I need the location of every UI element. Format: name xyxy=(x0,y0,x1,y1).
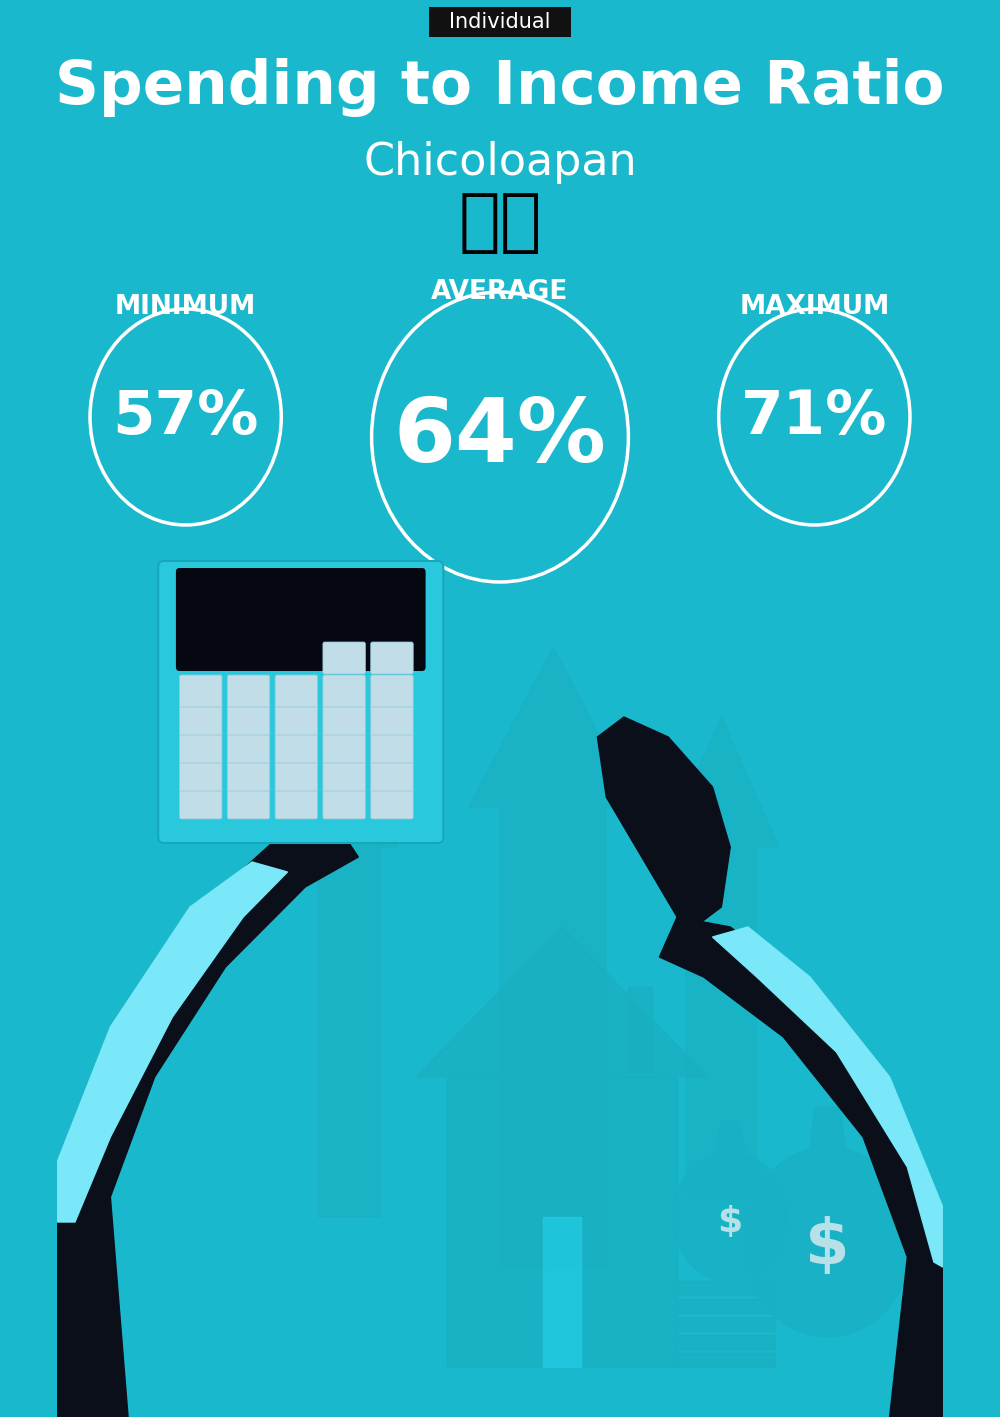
FancyBboxPatch shape xyxy=(371,642,413,674)
Polygon shape xyxy=(543,1217,581,1367)
FancyBboxPatch shape xyxy=(176,568,426,672)
FancyBboxPatch shape xyxy=(179,674,222,707)
Polygon shape xyxy=(659,917,943,1417)
FancyBboxPatch shape xyxy=(227,760,270,791)
Polygon shape xyxy=(301,717,398,1217)
Bar xyxy=(677,1299,775,1314)
Polygon shape xyxy=(713,927,943,1267)
FancyBboxPatch shape xyxy=(323,703,365,735)
FancyBboxPatch shape xyxy=(371,760,413,791)
FancyBboxPatch shape xyxy=(179,760,222,791)
Circle shape xyxy=(673,1152,788,1282)
Polygon shape xyxy=(208,638,394,837)
Polygon shape xyxy=(810,1107,845,1146)
Text: Individual: Individual xyxy=(449,11,551,33)
FancyBboxPatch shape xyxy=(371,731,413,762)
Bar xyxy=(677,1353,775,1367)
Polygon shape xyxy=(57,862,287,1221)
FancyBboxPatch shape xyxy=(227,674,270,707)
FancyBboxPatch shape xyxy=(371,703,413,735)
Text: Chicoloapan: Chicoloapan xyxy=(363,140,637,183)
FancyBboxPatch shape xyxy=(371,674,413,707)
Text: 64%: 64% xyxy=(394,394,606,480)
Text: MINIMUM: MINIMUM xyxy=(115,293,256,320)
FancyBboxPatch shape xyxy=(275,760,318,791)
Polygon shape xyxy=(469,648,637,1267)
Text: $: $ xyxy=(718,1204,743,1238)
FancyBboxPatch shape xyxy=(429,7,571,37)
Text: AVERAGE: AVERAGE xyxy=(431,279,569,305)
FancyBboxPatch shape xyxy=(275,703,318,735)
FancyBboxPatch shape xyxy=(227,786,270,819)
Polygon shape xyxy=(715,1122,745,1152)
FancyBboxPatch shape xyxy=(323,760,365,791)
FancyBboxPatch shape xyxy=(275,786,318,819)
FancyBboxPatch shape xyxy=(323,731,365,762)
Polygon shape xyxy=(597,717,730,927)
FancyBboxPatch shape xyxy=(158,561,443,843)
Text: 🇲🇽: 🇲🇽 xyxy=(458,188,542,255)
Polygon shape xyxy=(447,1077,677,1367)
Polygon shape xyxy=(57,818,358,1417)
Text: $: $ xyxy=(805,1216,850,1278)
Bar xyxy=(677,1281,775,1295)
Text: MAXIMUM: MAXIMUM xyxy=(739,293,889,320)
FancyBboxPatch shape xyxy=(179,731,222,762)
Text: 57%: 57% xyxy=(112,387,259,446)
FancyBboxPatch shape xyxy=(323,642,365,674)
Bar xyxy=(677,1335,775,1349)
FancyBboxPatch shape xyxy=(179,703,222,735)
Polygon shape xyxy=(664,717,779,1197)
Circle shape xyxy=(744,1146,912,1338)
FancyBboxPatch shape xyxy=(275,731,318,762)
FancyBboxPatch shape xyxy=(179,786,222,819)
FancyBboxPatch shape xyxy=(371,786,413,819)
Text: 71%: 71% xyxy=(741,387,888,446)
FancyBboxPatch shape xyxy=(227,731,270,762)
Text: Spending to Income Ratio: Spending to Income Ratio xyxy=(55,58,945,116)
Bar xyxy=(677,1316,775,1331)
FancyBboxPatch shape xyxy=(227,703,270,735)
Polygon shape xyxy=(628,988,652,1073)
FancyBboxPatch shape xyxy=(323,674,365,707)
Polygon shape xyxy=(416,927,708,1077)
FancyBboxPatch shape xyxy=(275,674,318,707)
FancyBboxPatch shape xyxy=(323,786,365,819)
